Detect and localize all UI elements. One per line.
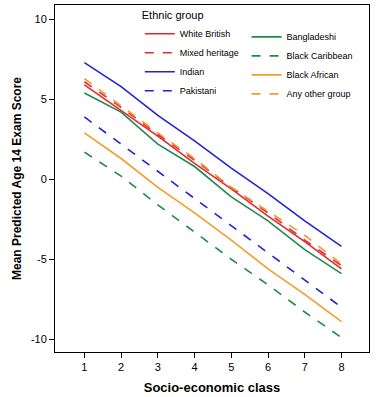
svg-text:Mean Predicted Age 14 Exam Sco: Mean Predicted Age 14 Exam Score [10, 77, 24, 280]
svg-text:5: 5 [228, 361, 234, 373]
svg-text:Bangladeshi: Bangladeshi [287, 32, 337, 42]
svg-text:6: 6 [265, 361, 271, 373]
svg-text:Any other group: Any other group [287, 89, 351, 99]
svg-text:4: 4 [191, 361, 197, 373]
svg-text:-10: -10 [31, 333, 47, 345]
svg-text:Black Caribbean: Black Caribbean [287, 51, 353, 61]
svg-text:Black African: Black African [287, 70, 339, 80]
svg-text:5: 5 [41, 93, 47, 105]
svg-text:1: 1 [81, 361, 87, 373]
svg-text:7: 7 [302, 361, 308, 373]
svg-text:8: 8 [338, 361, 344, 373]
svg-text:2: 2 [118, 361, 124, 373]
svg-text:3: 3 [155, 361, 161, 373]
svg-text:-5: -5 [37, 253, 47, 265]
svg-text:Socio-economic class: Socio-economic class [144, 380, 281, 395]
svg-text:0: 0 [41, 173, 47, 185]
svg-text:Pakistani: Pakistani [180, 86, 217, 96]
svg-text:Indian: Indian [180, 67, 205, 77]
svg-text:White British: White British [180, 29, 231, 39]
svg-text:10: 10 [35, 13, 47, 25]
svg-text:Mixed heritage: Mixed heritage [180, 48, 239, 58]
svg-text:Ethnic group: Ethnic group [142, 9, 204, 21]
